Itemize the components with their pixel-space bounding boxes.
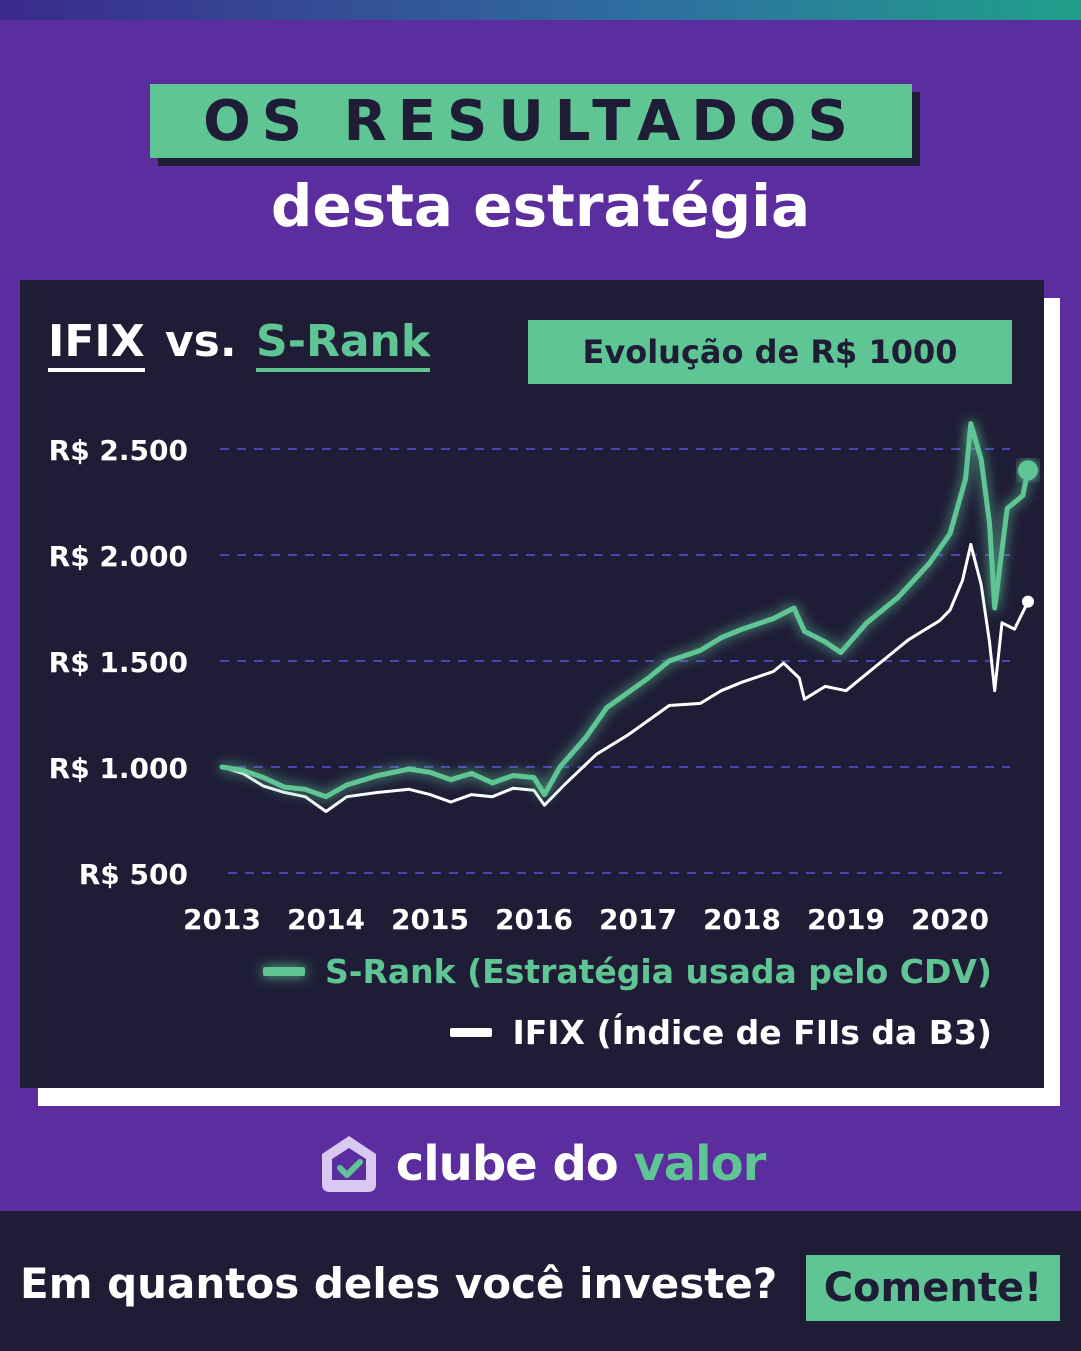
- x-tick-label: 2013: [183, 903, 261, 936]
- brand-wordmark-valor: valor: [633, 1136, 766, 1192]
- title-ifix: IFIX: [48, 316, 145, 372]
- y-tick-label: R$ 2.500: [49, 434, 188, 467]
- top-gradient-bar: [0, 0, 1081, 20]
- legend-swatch-srank: [263, 967, 305, 976]
- x-tick-label: 2014: [287, 903, 365, 936]
- ifix-series-line: [220, 542, 1030, 813]
- brand-wordmark: clube do valor: [395, 1136, 767, 1192]
- line-chart: R$ 2.500 R$ 2.000 R$ 1.500 R$ 1.000 R$ 500 2…: [49, 421, 1038, 936]
- y-tick-label: R$ 1.000: [49, 752, 188, 785]
- legend-item-ifix: IFIX (Índice de FIIs da B3): [450, 1013, 992, 1052]
- x-tick-label: 2017: [599, 903, 677, 936]
- x-tick-label: 2019: [807, 903, 885, 936]
- legend-item-srank: S-Rank (Estratégia usada pelo CDV): [263, 952, 992, 991]
- headline-container: OS RESULTADOS: [150, 84, 920, 166]
- headline-subtitle: desta estratégia: [270, 172, 811, 240]
- comment-cta-button[interactable]: Comente!: [806, 1255, 1060, 1321]
- footer-bar: Em quantos deles você investe? Comente!: [0, 1211, 1081, 1351]
- legend-swatch-ifix: [450, 1028, 493, 1037]
- house-check-icon: [321, 1136, 376, 1192]
- legend-label-ifix: IFIX (Índice de FIIs da B3): [512, 1013, 992, 1052]
- brand-logo-row: clube do valor: [0, 1128, 1081, 1200]
- legend-label-srank: S-Rank (Estratégia usada pelo CDV): [325, 952, 992, 991]
- srank-end-point: [1018, 460, 1038, 481]
- y-tick-label: R$ 500: [79, 858, 188, 891]
- srank-series-line: [219, 421, 1031, 800]
- headline-title: OS RESULTADOS: [150, 84, 912, 158]
- ifix-end-point: [1022, 595, 1034, 608]
- brand-wordmark-main: clube do: [395, 1136, 634, 1192]
- y-tick-label: R$ 1.500: [49, 646, 188, 679]
- x-tick-label: 2018: [703, 903, 781, 936]
- chart-card: IFIX vs. S-Rank Evolução de R$ 1000 R$ 2…: [20, 280, 1044, 1088]
- evolution-badge: Evolução de R$ 1000: [528, 320, 1012, 384]
- footer-question: Em quantos deles você investe?: [20, 1259, 778, 1308]
- y-tick-label: R$ 2.000: [49, 540, 188, 573]
- title-vs: vs.: [165, 316, 237, 367]
- x-tick-label: 2015: [391, 903, 469, 936]
- x-tick-label: 2016: [495, 903, 573, 936]
- title-srank: S-Rank: [256, 316, 431, 372]
- x-tick-label: 2020: [911, 903, 989, 936]
